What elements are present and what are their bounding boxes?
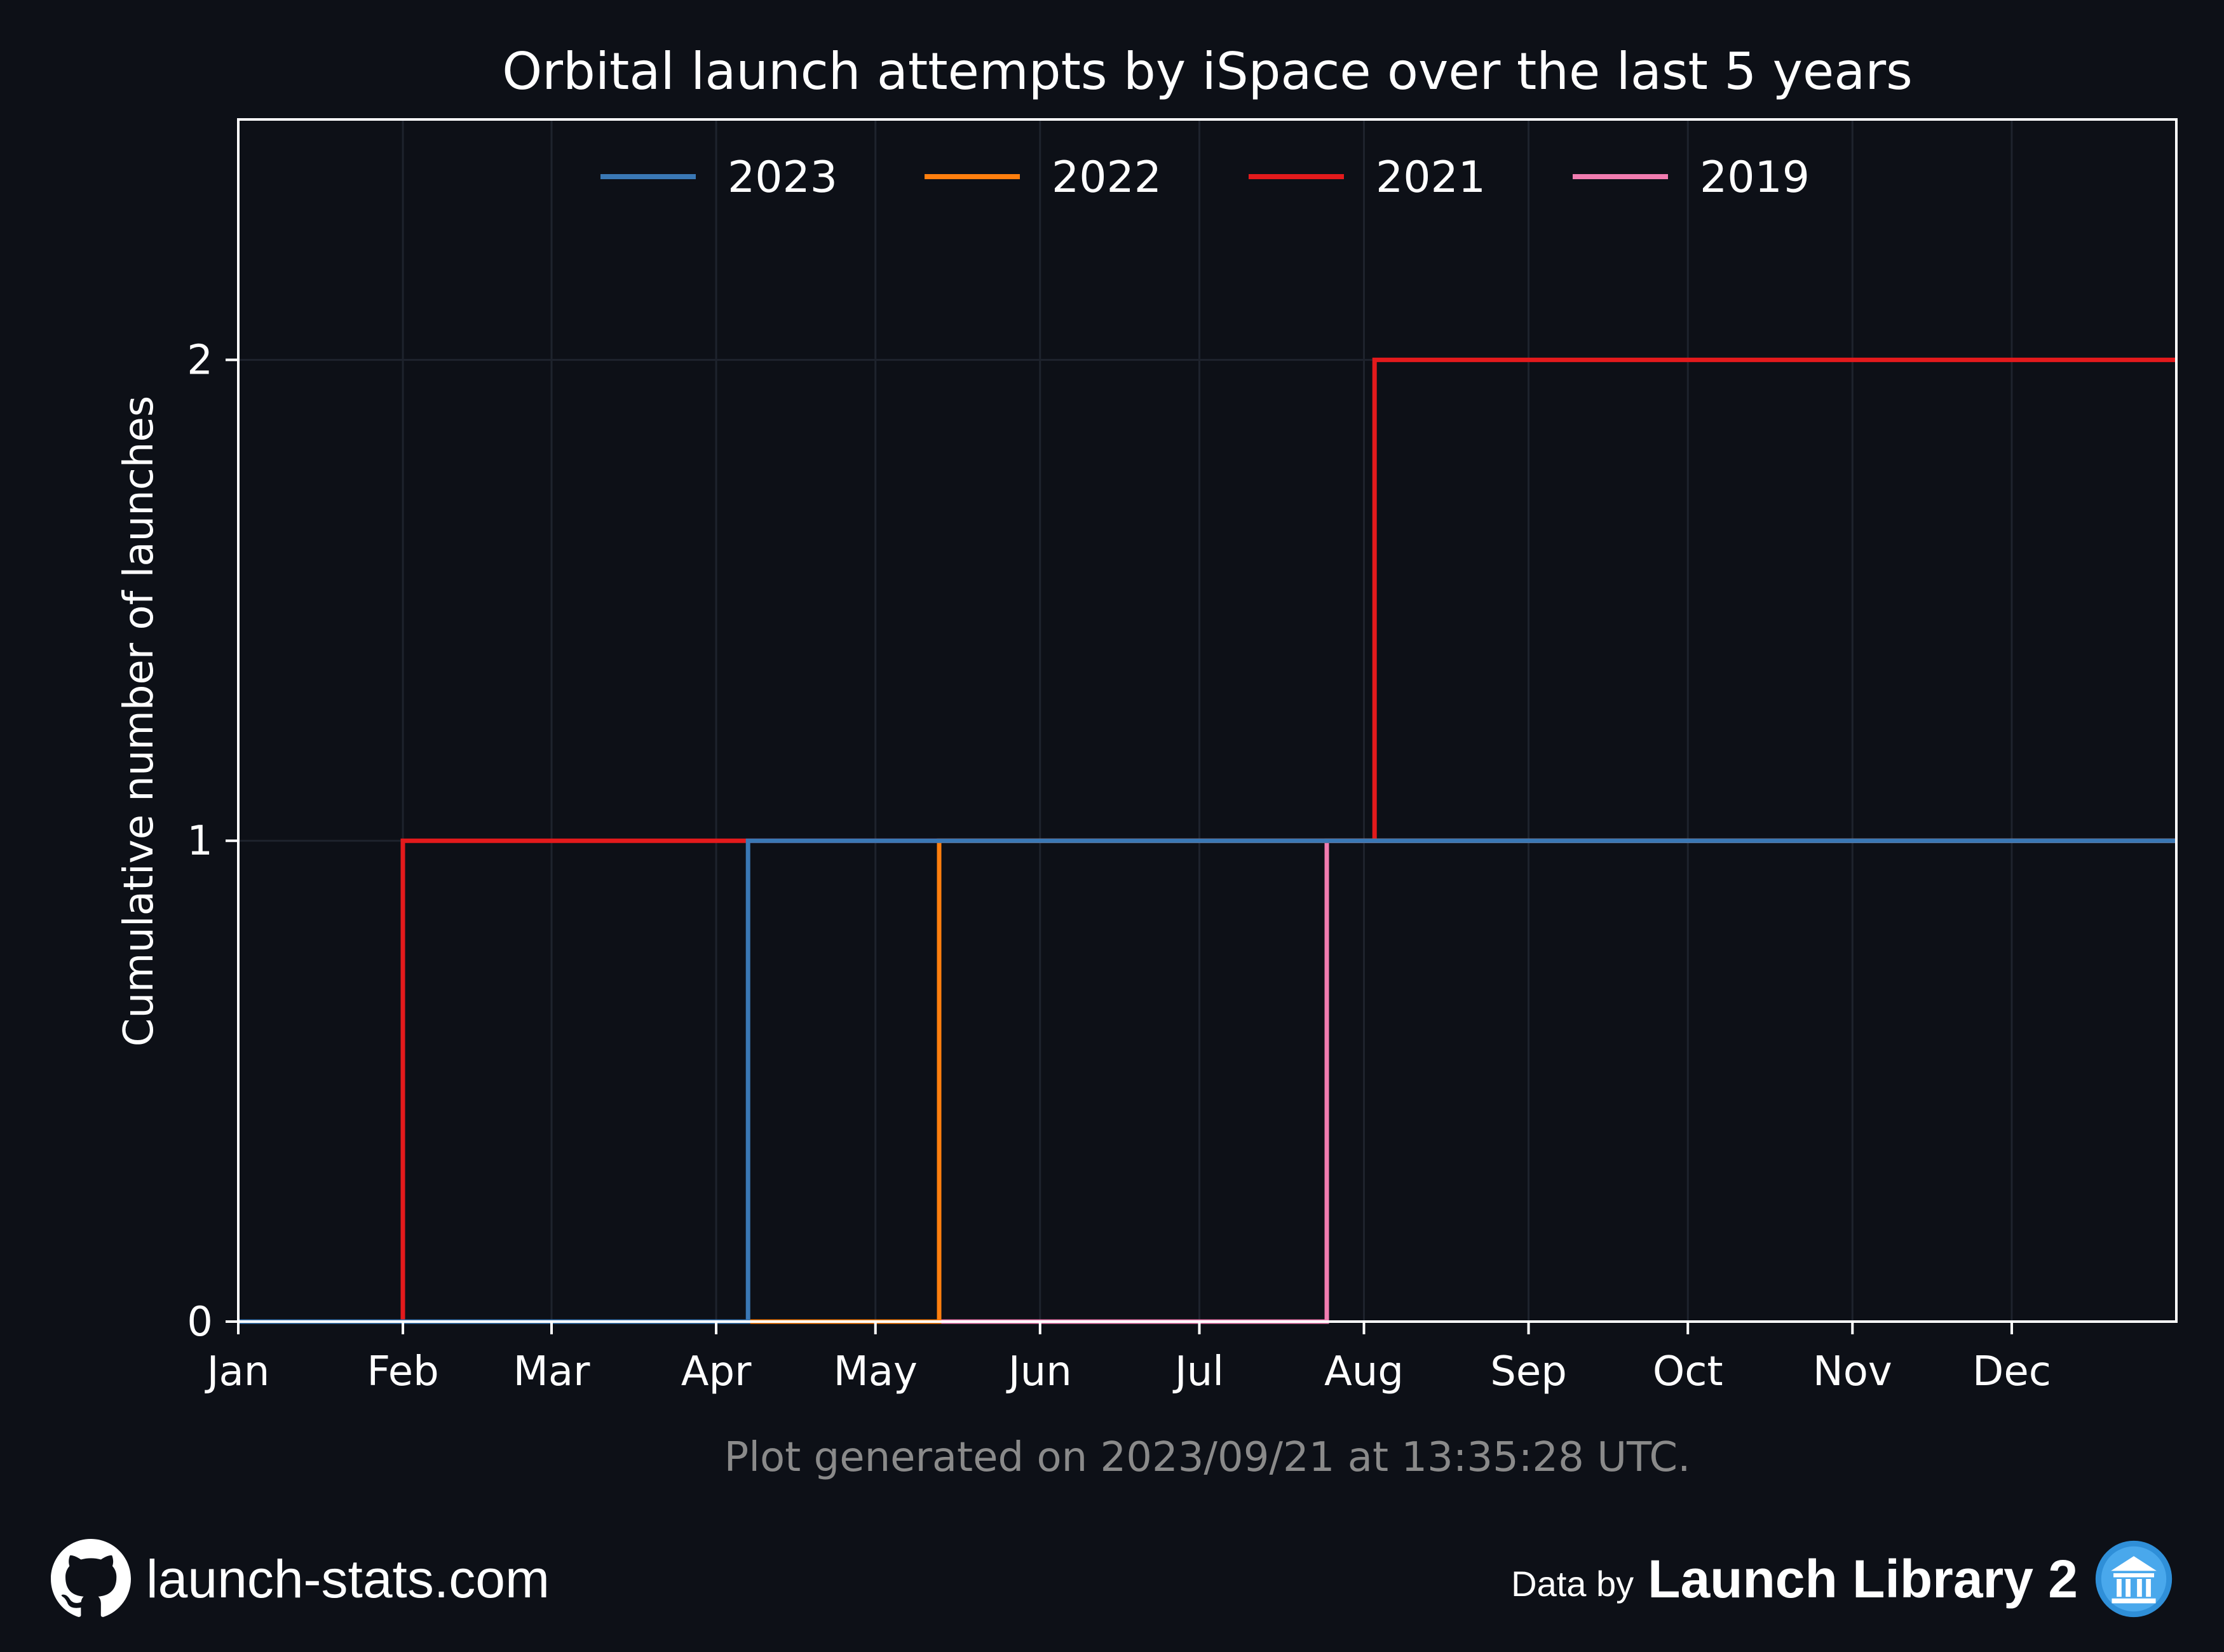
y-tick-label: 2 (187, 337, 213, 384)
footer-source: Data by Launch Library 2 (1511, 1538, 2174, 1620)
legend-label: 2021 (1376, 152, 1486, 203)
x-axis: Jan Feb Mar Apr May Jun Jul Aug Sep Oct Nov Dec (205, 1322, 2051, 1395)
x-tick-label: Jun (1006, 1348, 1072, 1395)
x-tick-label: May (834, 1348, 918, 1395)
x-tick-label: Jan (205, 1348, 270, 1395)
x-tick-label: Mar (513, 1348, 590, 1395)
x-tick-label: Aug (1324, 1348, 1404, 1395)
launch-library-icon (2095, 1540, 2173, 1618)
github-icon (51, 1539, 131, 1617)
y-axis: 0 1 2 (187, 337, 238, 1346)
legend-label: 2022 (1052, 152, 1162, 203)
generated-note: Plot generated on 2023/09/21 at 13:35:28… (724, 1434, 1691, 1481)
x-tick-label: Feb (367, 1348, 438, 1395)
x-tick-label: Apr (681, 1348, 752, 1395)
legend: 2023 2022 2021 2019 (600, 152, 1810, 203)
y-tick-label: 0 (187, 1299, 213, 1346)
legend-label: 2023 (728, 152, 837, 203)
footer-site[interactable]: launch-stats.com (51, 1538, 550, 1620)
source-name[interactable]: Launch Library 2 (1648, 1548, 2078, 1609)
x-tick-label: Jul (1172, 1348, 1224, 1395)
legend-label: 2019 (1700, 152, 1810, 203)
x-tick-label: Sep (1490, 1348, 1567, 1395)
data-by-label: Data by (1511, 1563, 1634, 1604)
plot-area (238, 119, 2176, 1322)
x-tick-label: Oct (1653, 1348, 1723, 1395)
chart-title: Orbital launch attempts by iSpace over t… (502, 42, 1913, 101)
x-tick-label: Dec (1972, 1348, 2051, 1395)
plot-frame (237, 118, 2178, 1323)
y-axis-label: Cumulative number of launches (116, 396, 163, 1046)
site-link[interactable]: launch-stats.com (146, 1548, 550, 1609)
y-tick-label: 1 (187, 818, 213, 865)
x-tick-label: Nov (1813, 1348, 1892, 1395)
